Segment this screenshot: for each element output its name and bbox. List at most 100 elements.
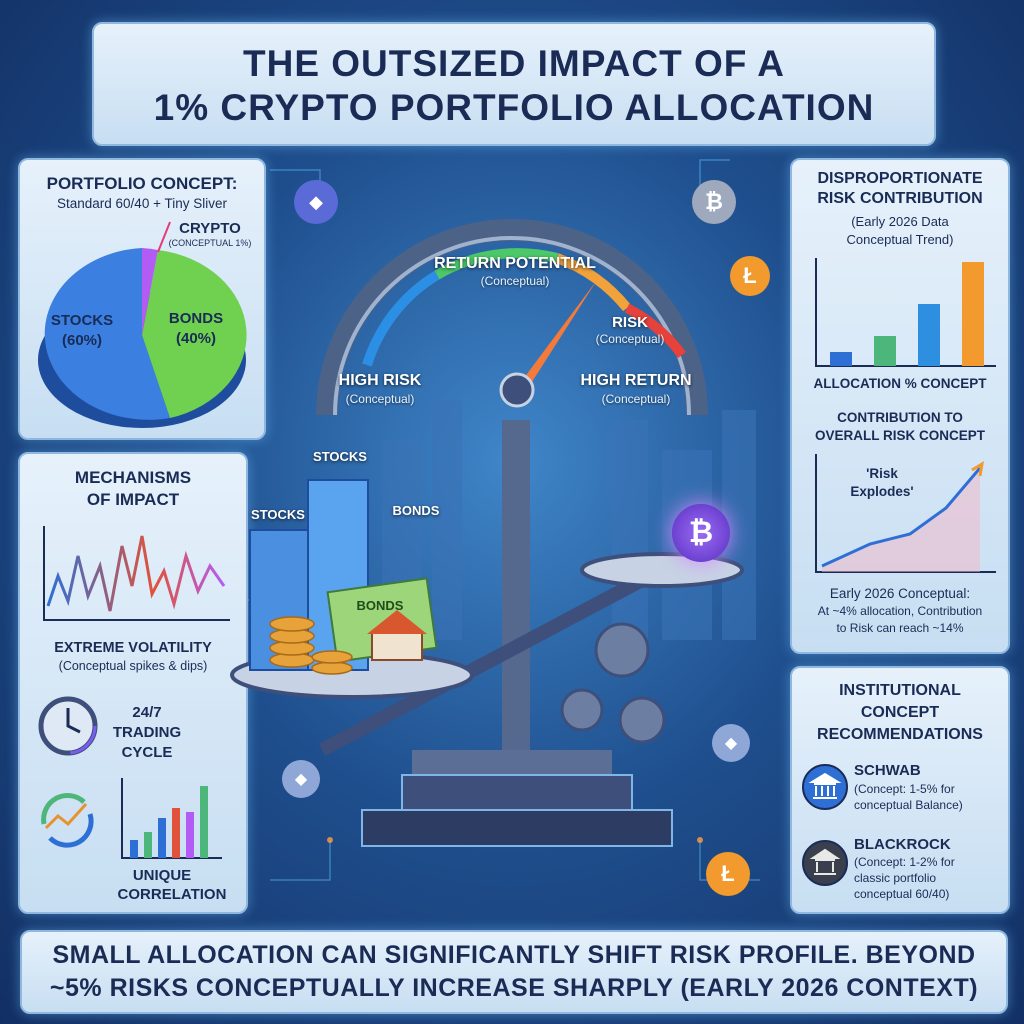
pie-slice-bonds <box>142 250 247 418</box>
stocks-tag-side: STOCKS <box>251 507 305 522</box>
gauge-title-note: (Conceptual) <box>480 274 550 288</box>
mechanisms-heading-1: MECHANISMS <box>74 468 192 487</box>
correlation-line-2: CORRELATION <box>117 886 227 903</box>
volatility-title: EXTREME VOLATILITY <box>54 640 212 656</box>
volatility-line <box>46 535 226 612</box>
cycle-arrows-icon <box>41 793 94 848</box>
gauge-title: RETURN POTENTIAL <box>434 255 596 272</box>
explodes-line-2: Explodes' <box>850 484 914 499</box>
institutional-panel: INSTITUTIONAL CONCEPT RECOMMENDATIONS SC… <box>790 666 1010 914</box>
high-risk-note: (Conceptual) <box>345 392 415 406</box>
ethereum-symbol: ◆ <box>309 191 323 212</box>
risk-heading-2: RISK CONTRIBUTION <box>817 190 983 207</box>
trading-line-2: TRADING <box>112 724 182 741</box>
bitcoin-coin-center: ₿ <box>672 504 730 562</box>
portfolio-pie-chart <box>38 221 247 428</box>
trading-line-3: CYCLE <box>121 744 173 761</box>
ethereum-coin-bottom: ◆ <box>282 760 320 798</box>
bonds-bill-label: BONDS <box>356 598 404 613</box>
blackrock-name: BLACKROCK <box>854 836 951 853</box>
ethereum-symbol-2: ◆ <box>294 771 308 788</box>
title-line-1: THE OUTSIZED IMPACT OF A <box>243 43 785 84</box>
allocation-bar-3 <box>918 304 940 366</box>
early-line-2: At ~4% allocation, Contribution <box>817 604 983 618</box>
allocation-bar-2 <box>874 336 896 366</box>
blackrock-line-2: classic portfolio <box>854 871 937 885</box>
risk-heading-1: DISPROPORTIONATE <box>817 170 983 187</box>
risk-trend-line <box>821 467 982 568</box>
risk-trend-chart <box>815 454 996 573</box>
risk-contribution-panel: DISPROPORTIONATE RISK CONTRIBUTION (Earl… <box>790 158 1010 654</box>
clock-icon <box>38 696 98 756</box>
risk-note: (Conceptual) <box>595 332 665 346</box>
high-return-note: (Conceptual) <box>601 392 671 406</box>
title-banner: THE OUTSIZED IMPACT OF A 1% CRYPTO PORTF… <box>92 22 936 146</box>
mechanisms-heading-2: OF IMPACT <box>86 490 180 509</box>
crypto-label: CRYPTO <box>179 220 241 237</box>
mechanisms-panel: MECHANISMS OF IMPACT EXTREME VOLATILITY … <box>18 452 248 914</box>
high-risk-label: HIGH RISK <box>338 372 422 389</box>
risk-note-2: Conceptual Trend) <box>846 232 954 247</box>
contribution-line-1: CONTRIBUTION TO <box>837 410 963 425</box>
bitcoin-symbol-2: ₿ <box>705 189 723 214</box>
allocation-bar-1 <box>830 352 852 366</box>
trading-line-1: 24/7 <box>132 704 162 721</box>
litecoin-symbol-2: Ł <box>721 861 735 886</box>
explodes-line-1: 'Risk <box>866 466 898 481</box>
ethereum-coin-right: ◆ <box>712 724 750 762</box>
crypto-note: (CONCEPTUAL 1%) <box>168 238 252 248</box>
litecoin-coin-bottom: Ł <box>706 852 750 896</box>
litecoin-coin-top: Ł <box>730 256 770 296</box>
volatility-chart <box>43 526 230 621</box>
gears <box>560 622 666 744</box>
correlation-bar-chart <box>121 778 222 859</box>
early-line-1: Early 2026 Conceptual: <box>829 586 971 601</box>
gauge-arc-max <box>624 303 687 359</box>
bonds-label: BONDS <box>168 310 224 327</box>
volatility-note: (Conceptual spikes & dips) <box>58 659 208 673</box>
bonds-percent: (40%) <box>175 330 216 347</box>
ethereum-coin-top: ◆ <box>294 180 338 224</box>
contribution-line-2: OVERALL RISK CONCEPT <box>814 428 985 443</box>
schwab-name: SCHWAB <box>854 762 921 779</box>
pie-slice-crypto <box>142 248 158 335</box>
vault-icon <box>802 840 848 886</box>
correlation-line-1: UNIQUE <box>132 867 192 884</box>
risk-note-1: (Early 2026 Data <box>851 214 949 229</box>
blackrock-line-1: (Concept: 1-2% for <box>854 855 955 869</box>
footer-banner: SMALL ALLOCATION CAN SIGNIFICANTLY SHIFT… <box>20 930 1008 1014</box>
institutional-heading-2: CONCEPT <box>860 704 940 721</box>
allocation-bar-4 <box>962 262 984 366</box>
schwab-line-2: conceptual Balance) <box>854 798 963 812</box>
portfolio-concept-panel: PORTFOLIO CONCEPT: Standard 60/40 + Tiny… <box>18 158 266 440</box>
gauge-meter <box>316 219 708 416</box>
institutional-heading-1: INSTITUTIONAL <box>839 682 961 699</box>
schwab-line-1: (Concept: 1-5% for <box>854 782 955 796</box>
blackrock-line-3: conceptual 60/40) <box>854 887 950 901</box>
ethereum-symbol-3: ◆ <box>724 735 738 752</box>
stocks-tag-top: STOCKS <box>313 449 367 464</box>
institutional-heading-3: RECOMMENDATIONS <box>817 726 983 743</box>
high-return-label: HIGH RETURN <box>580 372 692 389</box>
bitcoin-symbol: ₿ <box>688 516 714 549</box>
pie-slice-stocks <box>44 248 170 420</box>
gauge-arc-low <box>362 270 440 367</box>
balance-scale <box>230 420 744 847</box>
gauge-arc-high <box>555 253 631 312</box>
bank-icon <box>802 764 848 810</box>
title-line-2: 1% CRYPTO PORTFOLIO ALLOCATION <box>153 87 875 128</box>
gauge-arc-mid <box>434 248 559 280</box>
early-line-3: to Risk can reach ~14% <box>836 621 964 635</box>
bitcoin-coin-top: ₿ <box>692 180 736 224</box>
stocks-label: STOCKS <box>50 312 114 329</box>
allocation-label: ALLOCATION % CONCEPT <box>813 376 987 391</box>
stocks-percent: (60%) <box>61 332 102 349</box>
allocation-bar-chart <box>815 258 996 367</box>
footer-line-2: ~5% RISKS CONCEPTUALLY INCREASE SHARPLY … <box>49 974 979 1002</box>
portfolio-heading: PORTFOLIO CONCEPT: <box>46 174 238 193</box>
footer-line-1: SMALL ALLOCATION CAN SIGNIFICANTLY SHIFT… <box>52 941 976 969</box>
risk-label: RISK <box>612 314 648 331</box>
bonds-tag: BONDS <box>392 503 440 518</box>
portfolio-subheading: Standard 60/40 + Tiny Sliver <box>57 196 227 211</box>
litecoin-symbol: Ł <box>743 263 757 288</box>
